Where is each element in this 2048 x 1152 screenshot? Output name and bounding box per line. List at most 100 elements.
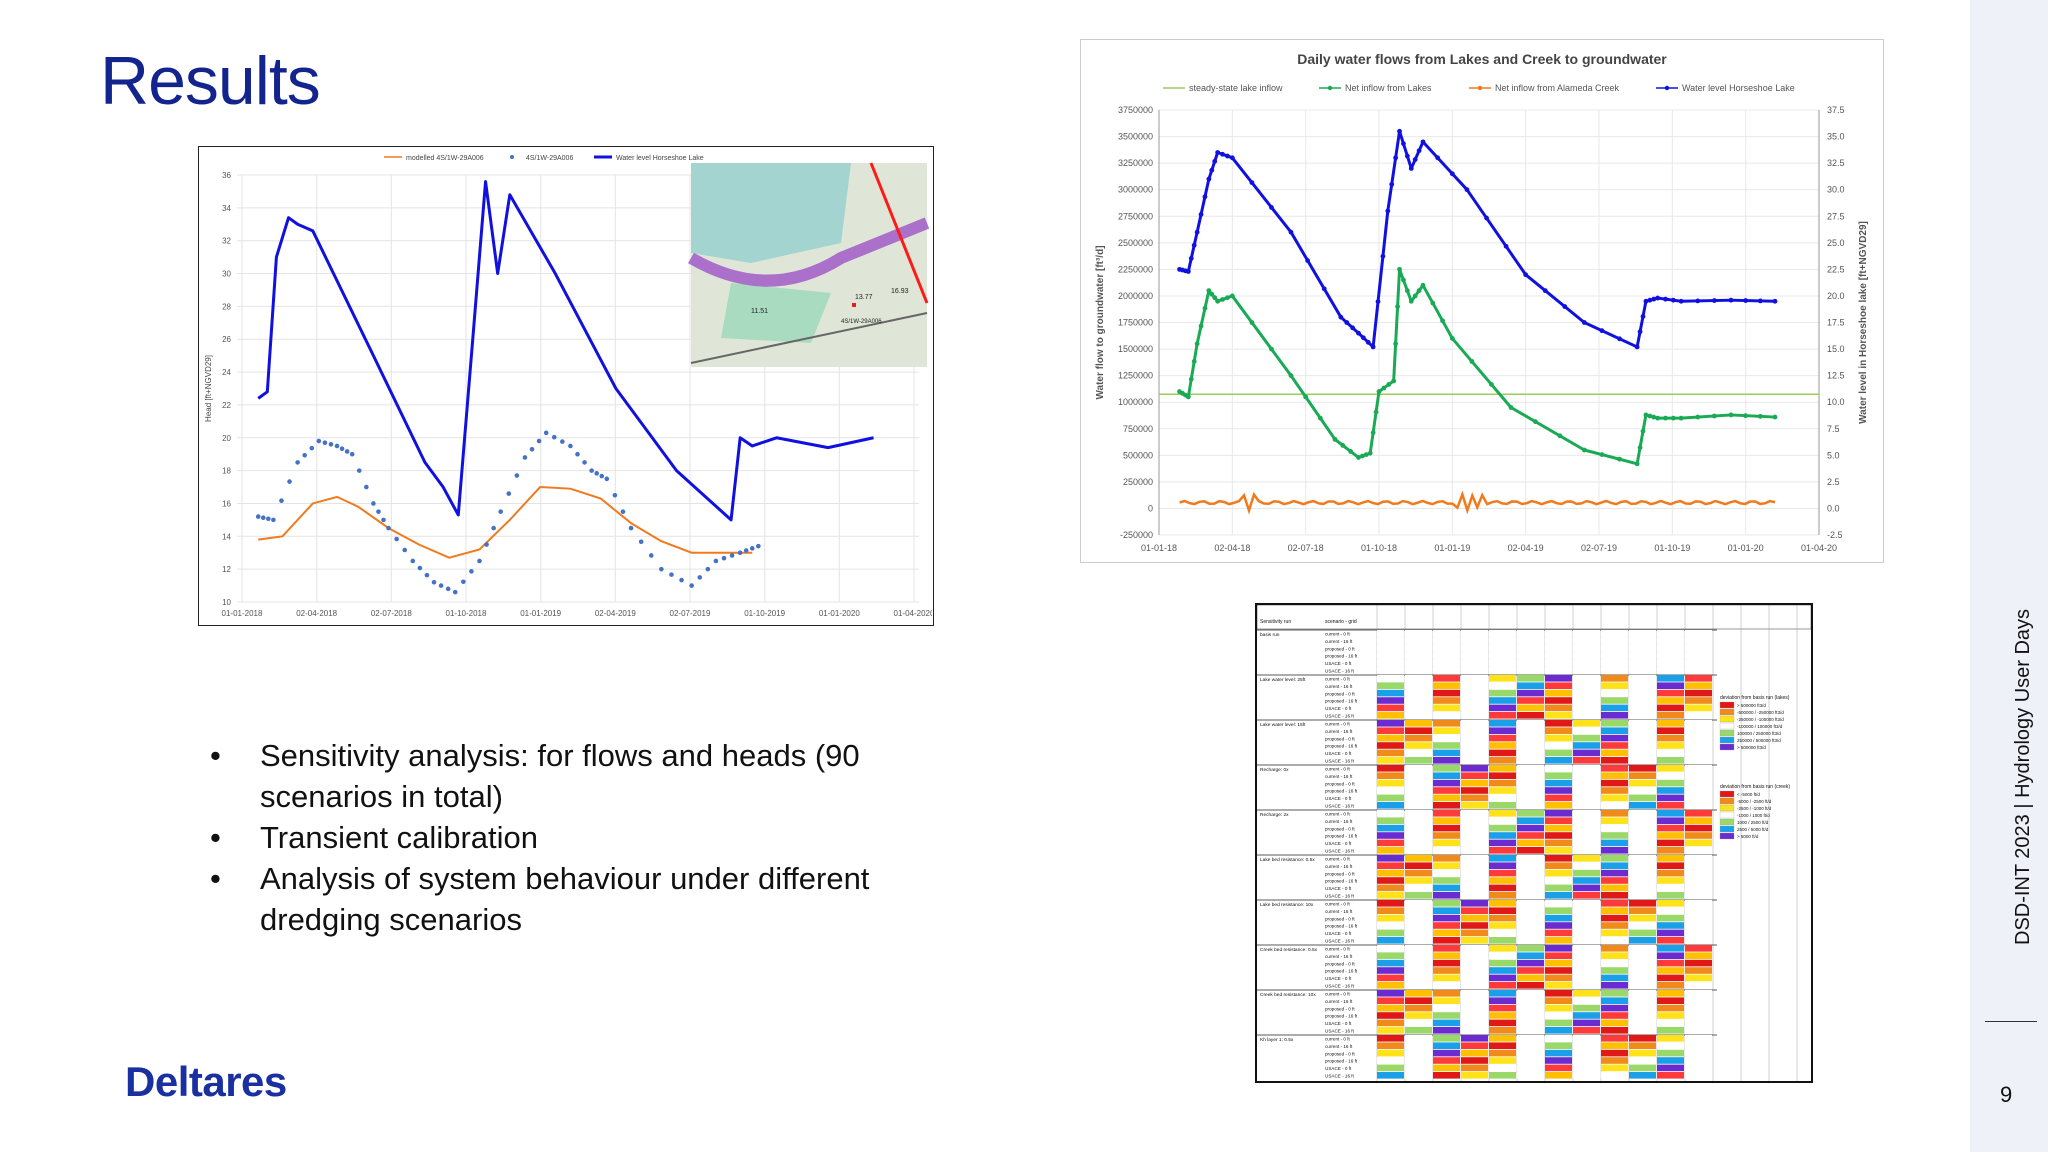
table-cell — [1573, 900, 1600, 907]
table-cell — [1657, 990, 1684, 997]
table-cell — [1489, 742, 1516, 749]
sensitivity-table: Sensitivity run scenario - grid basis run c… — [1255, 603, 1813, 1083]
water-level-point — [1728, 297, 1734, 303]
table-cell — [1629, 1049, 1656, 1057]
legend-swatch — [1719, 722, 1735, 730]
table-cell — [1405, 779, 1432, 787]
table-cell — [1433, 682, 1460, 689]
table-cell — [1517, 839, 1544, 847]
observed-head-point — [498, 509, 504, 514]
table-cell — [1629, 1012, 1656, 1019]
table-cell — [1405, 772, 1432, 779]
table-cell — [1405, 727, 1432, 734]
table-group-label: Creek bed resistance: 10x — [1260, 992, 1316, 998]
observed-head-point — [279, 498, 284, 504]
table-cell — [1489, 765, 1516, 772]
lakes-inflow-point — [1215, 298, 1221, 304]
table-cell — [1433, 652, 1460, 659]
water-level-point — [1634, 344, 1640, 350]
table-cell — [1601, 697, 1628, 704]
table-cell — [1517, 952, 1544, 959]
lakes-inflow-point — [1332, 436, 1338, 442]
table-cell — [1545, 1004, 1572, 1012]
table-cell — [1685, 704, 1712, 712]
table-cell — [1573, 862, 1600, 869]
observed-head-point — [589, 468, 594, 473]
table-cell — [1433, 929, 1460, 937]
table-cell — [1545, 644, 1572, 652]
table-row-label: USACE - 16 ft — [1325, 939, 1355, 944]
table-cell — [1657, 997, 1684, 1004]
table-cell — [1657, 1012, 1684, 1019]
observed-head-point — [410, 558, 416, 564]
table-cell — [1433, 817, 1460, 824]
observed-head-point — [309, 445, 315, 451]
observed-head-point — [543, 430, 549, 436]
lakes-inflow-point — [1599, 452, 1605, 458]
y2-tick-label: 5.0 — [1827, 450, 1840, 460]
table-cell — [1489, 990, 1516, 997]
table-cell — [1377, 802, 1404, 809]
table-cell — [1685, 929, 1712, 937]
table-cell — [1489, 712, 1516, 719]
y2-tick-label: 32.5 — [1827, 158, 1845, 168]
table-group-label: Creek bed resistance: 0.5x — [1260, 947, 1318, 953]
table-cell — [1489, 952, 1516, 959]
water-level-point — [1599, 328, 1605, 334]
table-cell — [1433, 907, 1460, 914]
table-cell — [1601, 704, 1628, 712]
lakes-inflow-point — [1695, 414, 1701, 420]
table-cell — [1545, 982, 1572, 989]
table-cell — [1629, 892, 1656, 899]
water-level-point — [1435, 155, 1441, 161]
table-cell — [1461, 1057, 1488, 1064]
table-cell — [1377, 914, 1404, 922]
water-level-point — [1651, 296, 1657, 302]
table-row-label: USACE - 16 ft — [1325, 804, 1355, 809]
lakes-inflow-point — [1743, 413, 1749, 419]
lakes-inflow-point — [1225, 295, 1230, 301]
y-tick-label: 750000 — [1123, 424, 1153, 434]
table-cell — [1517, 704, 1544, 712]
table-cell — [1573, 704, 1600, 712]
water-level-point — [1404, 153, 1410, 159]
table-row-label: USACE - 16 ft — [1325, 894, 1355, 899]
table-cell — [1517, 637, 1544, 644]
observed-head-point — [697, 575, 703, 580]
observed-head-point — [376, 509, 381, 514]
table-cell — [1489, 1012, 1516, 1019]
table-cell — [1545, 772, 1572, 779]
table-cell — [1433, 644, 1460, 652]
table-cell — [1405, 945, 1432, 952]
legend-item: -250000 / -100000 ft3/d — [1737, 717, 1784, 722]
table-cell — [1461, 704, 1488, 712]
water-level-point — [1321, 286, 1327, 292]
creek-corridor — [687, 217, 930, 287]
table-cell — [1629, 779, 1656, 787]
lakes-inflow-point — [1489, 382, 1494, 387]
table-cell — [1629, 652, 1656, 659]
table-cell — [1517, 997, 1544, 1004]
table-cell — [1685, 652, 1712, 659]
table-cell — [1657, 922, 1684, 929]
water-level-point — [1757, 298, 1763, 304]
observed-head-point — [737, 550, 743, 556]
table-cell — [1545, 900, 1572, 907]
table-cell — [1517, 1012, 1544, 1019]
table-row-label: proposed - 0 ft — [1325, 1006, 1355, 1011]
lakes-inflow-point — [1678, 415, 1684, 421]
table-cell — [1545, 734, 1572, 742]
water-level-point — [1375, 299, 1381, 305]
legend-item: > 5000 ft/d — [1737, 834, 1759, 839]
table-cell — [1489, 727, 1516, 734]
y-tick-label: 2500000 — [1118, 238, 1153, 248]
table-cell — [1545, 787, 1572, 794]
table-cell — [1405, 1057, 1432, 1064]
table-cell — [1433, 675, 1460, 682]
lakes-inflow-point — [1381, 385, 1387, 391]
table-cell — [1489, 869, 1516, 877]
table-cell — [1545, 967, 1572, 974]
table-cell — [1601, 765, 1628, 772]
table-cell — [1433, 1049, 1460, 1057]
legend-label: steady-state lake inflow — [1189, 83, 1283, 93]
